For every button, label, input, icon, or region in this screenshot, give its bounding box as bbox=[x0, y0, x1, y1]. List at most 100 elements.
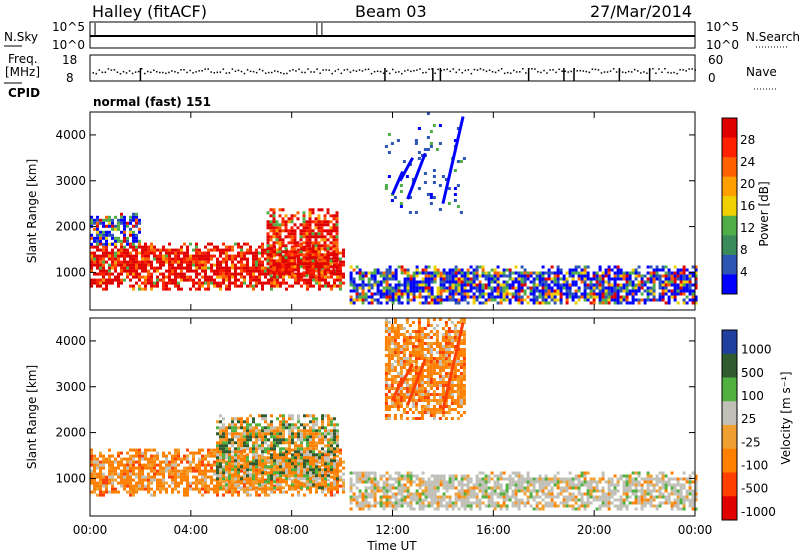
heat-cell bbox=[394, 271, 398, 275]
heat-cell bbox=[201, 481, 204, 485]
heat-cell bbox=[291, 478, 294, 482]
heat-cell bbox=[565, 292, 569, 296]
heat-cell bbox=[144, 463, 147, 467]
heat-cell bbox=[320, 274, 324, 278]
heat-cell bbox=[150, 460, 153, 464]
heat-cell bbox=[314, 226, 318, 230]
heat-cell bbox=[135, 254, 138, 258]
heat-cell bbox=[207, 242, 210, 246]
heat-cell bbox=[249, 284, 252, 288]
heat-cell bbox=[673, 274, 677, 278]
heat-cell bbox=[168, 484, 171, 488]
heat-cell bbox=[231, 266, 234, 270]
heat-cell bbox=[400, 295, 404, 299]
heat-cell bbox=[628, 292, 632, 296]
heat-cell bbox=[180, 469, 183, 473]
heat-cell bbox=[165, 481, 168, 485]
heat-cell bbox=[559, 298, 563, 302]
heat-cell bbox=[111, 254, 114, 258]
heat-cell bbox=[529, 292, 533, 296]
heat-cell bbox=[99, 478, 102, 482]
heat-cell bbox=[349, 486, 353, 490]
heat-cell bbox=[210, 448, 213, 452]
heat-cell bbox=[358, 274, 362, 278]
heat-cell bbox=[373, 471, 377, 475]
heat-cell bbox=[619, 283, 623, 287]
heat-cell bbox=[433, 280, 437, 284]
heat-cell bbox=[228, 432, 231, 436]
heat-cell bbox=[321, 438, 324, 442]
heat-cell bbox=[276, 251, 279, 255]
heat-cell bbox=[388, 504, 392, 508]
heat-cell bbox=[315, 480, 318, 484]
heat-cell bbox=[571, 295, 575, 299]
heat-cell bbox=[222, 248, 225, 252]
freq-dot bbox=[667, 71, 669, 74]
freq-dot bbox=[470, 72, 473, 75]
heat-cell bbox=[270, 432, 273, 436]
heat-cell bbox=[592, 277, 596, 281]
heat-cell bbox=[293, 274, 297, 278]
heat-cell bbox=[388, 274, 392, 278]
heat-cell bbox=[287, 229, 291, 233]
heat-cell bbox=[469, 495, 473, 499]
heat-cell bbox=[370, 495, 374, 499]
heat-cell bbox=[336, 423, 339, 427]
heat-cell bbox=[323, 247, 327, 251]
heat-cell bbox=[409, 286, 413, 290]
freq-dot bbox=[325, 69, 327, 71]
heat-cell bbox=[108, 269, 111, 273]
heat-cell bbox=[463, 501, 467, 505]
heat-cell bbox=[330, 465, 333, 469]
heat-cell bbox=[311, 259, 315, 263]
heat-cell bbox=[108, 478, 111, 482]
heat-cell bbox=[123, 239, 126, 243]
heat-cell bbox=[453, 199, 457, 202]
freq-dot bbox=[416, 69, 418, 71]
heat-cell bbox=[234, 462, 237, 466]
heat-cell bbox=[231, 444, 234, 448]
heat-cell bbox=[222, 474, 225, 478]
heat-cell bbox=[93, 454, 96, 458]
heat-cell bbox=[168, 475, 171, 479]
heat-cell bbox=[598, 277, 602, 281]
y-tick-label: 2000 bbox=[55, 220, 86, 234]
freq-dot bbox=[104, 71, 107, 73]
heat-cell bbox=[616, 292, 620, 296]
heat-cell bbox=[332, 223, 336, 227]
heat-cell bbox=[418, 498, 422, 502]
heat-cell bbox=[385, 486, 389, 490]
heat-cell bbox=[261, 459, 264, 463]
heat-cell bbox=[432, 196, 436, 199]
heat-cell bbox=[234, 468, 237, 472]
heat-cell bbox=[150, 278, 153, 282]
heat-cell bbox=[279, 465, 282, 469]
freq-dot bbox=[280, 72, 282, 74]
heat-cell bbox=[309, 435, 312, 439]
heat-cell bbox=[189, 275, 192, 279]
heat-cell bbox=[207, 490, 210, 494]
freq-dot bbox=[401, 72, 403, 75]
heat-cell bbox=[439, 271, 443, 275]
heat-cell bbox=[330, 457, 333, 461]
heat-cell bbox=[195, 475, 198, 479]
heat-cell bbox=[535, 289, 539, 293]
heat-cell bbox=[424, 301, 428, 305]
heat-cell bbox=[463, 298, 467, 302]
heat-cell bbox=[390, 193, 394, 196]
heat-cell bbox=[183, 266, 186, 270]
heat-cell bbox=[144, 478, 147, 482]
heat-cell bbox=[326, 223, 330, 227]
heat-cell bbox=[153, 475, 156, 479]
freq-dot bbox=[497, 69, 500, 72]
heat-cell bbox=[547, 292, 551, 296]
heat-cell bbox=[472, 483, 476, 487]
heat-cell bbox=[415, 274, 419, 278]
heat-cell bbox=[339, 260, 342, 264]
heat-cell bbox=[132, 460, 135, 464]
heat-cell bbox=[454, 292, 458, 296]
heat-cell bbox=[670, 271, 674, 275]
heat-cell bbox=[379, 495, 383, 499]
heat-cell bbox=[300, 462, 303, 466]
heat-cell bbox=[222, 471, 225, 475]
